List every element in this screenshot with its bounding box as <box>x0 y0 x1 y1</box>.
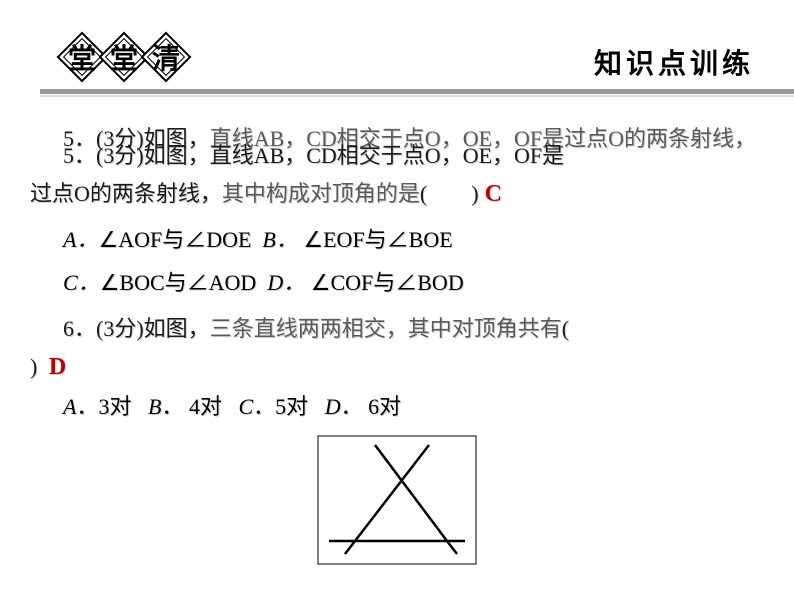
q5-opt-c: ∠BOC与∠AOD <box>100 270 257 295</box>
content-area: 5．(3分)如图，直线AB，CD相交于点O，OE，OF是过点O的两条射线， 占 … <box>0 90 794 570</box>
q5-opt-b-label: B <box>262 227 275 252</box>
q6-paren1: ( <box>562 316 569 341</box>
diamond-char-2: 堂 <box>110 37 138 77</box>
q5-opt-d: ∠COF与∠BOD <box>311 270 464 295</box>
question-6: 6．(3分)如图，三条直线两两相交，其中对顶角共有( ) D A．3对 B． 4… <box>30 310 764 426</box>
q6-options: A．3对 B． 4对 C．5对 D． 6对 <box>30 388 764 425</box>
page-header: 堂 堂 清 知识点训练 <box>0 0 794 90</box>
diamond-char-1: 堂 <box>68 37 96 77</box>
q6-figure <box>30 435 764 570</box>
q6-opt-b: 4对 <box>189 394 222 419</box>
q5-options-line2: C．∠BOC与∠AOD D． ∠COF与∠BOD <box>30 264 764 301</box>
q5-paren: ( ) <box>420 181 479 206</box>
q6-a: 如图， <box>144 316 210 341</box>
q5-c: 其中构成对顶角的是 <box>222 181 420 206</box>
q5-b1: 直线AB，CD相交于点O，OE，OF是 <box>210 143 564 168</box>
header-divider <box>40 86 794 104</box>
q6-b: 三条直线两两相交，其中对顶角共有 <box>210 316 562 341</box>
q5-line2: 过点O的两条射线，其中构成对顶角的是( )C <box>30 174 764 215</box>
q5-opt-a: ∠AOF与∠DOE <box>98 227 251 252</box>
q6-opt-d: 6对 <box>368 394 401 419</box>
three-lines-figure-icon <box>317 435 477 565</box>
header-title: 知识点训练 <box>594 42 754 82</box>
q6-opt-c-label: C <box>238 394 253 419</box>
q6-line1: 6．(3分)如图，三条直线两两相交，其中对顶角共有( <box>30 310 764 347</box>
q5-opt-d-label: D <box>267 270 283 295</box>
q5-answer: C <box>485 181 502 207</box>
q6-opt-d-label: D <box>325 394 341 419</box>
divider-icon <box>40 89 794 99</box>
q6-opt-a: 3对 <box>98 394 131 419</box>
q6-opt-c: 5对 <box>275 394 308 419</box>
q5-opt-a-label: A <box>63 227 76 252</box>
q5-num2: 5 <box>63 143 74 168</box>
q6-opt-a-label: A <box>63 394 76 419</box>
header-diamonds: 堂 堂 清 <box>55 30 181 84</box>
q5-opt-b: ∠EOF与∠BOE <box>303 227 452 252</box>
q5-b2: 过点O的两条射线， <box>30 181 222 206</box>
q6-answer: D <box>49 354 66 380</box>
diamond-char-3: 清 <box>152 37 180 77</box>
diamond-3: 清 <box>139 30 193 84</box>
q6-score: (3分) <box>96 316 144 341</box>
q5-opt-c-label: C <box>63 270 78 295</box>
q5-options-line1: A．∠AOF与∠DOE B． ∠EOF与∠BOE <box>30 221 764 258</box>
q6-line2: ) D <box>30 347 764 388</box>
q5-block: 5．(3分)如图，直线AB，CD相交于点O，OE，OF是 过点O的两条射线，其中… <box>30 137 764 302</box>
q6-num: 6 <box>63 316 74 341</box>
q5-score2: (3分) <box>96 143 144 168</box>
q5-a: 如图， <box>144 143 210 168</box>
q6-opt-b-label: B <box>148 394 161 419</box>
q6-paren2: ) <box>30 354 37 379</box>
